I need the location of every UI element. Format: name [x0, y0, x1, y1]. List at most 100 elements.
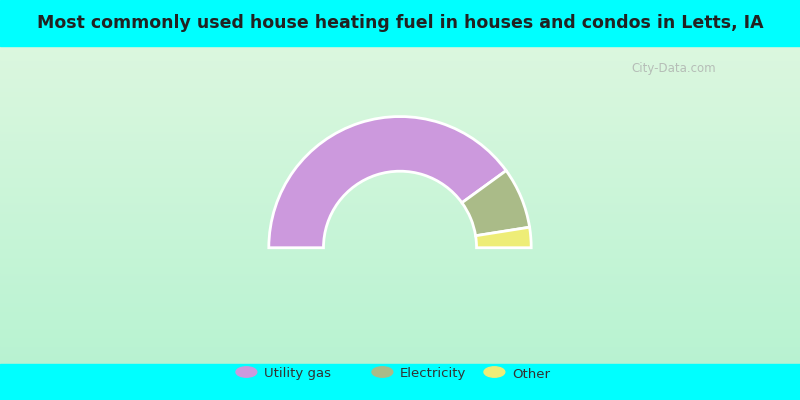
Bar: [0, 16, 800, 18]
Bar: [0, 206, 800, 208]
Bar: [0, 82, 800, 84]
Bar: [0, 164, 800, 166]
Bar: [0, 271, 800, 273]
Bar: [0, 246, 800, 248]
Bar: [0, 355, 800, 357]
Bar: [0, 338, 800, 340]
Bar: [0, 136, 800, 138]
Wedge shape: [269, 116, 506, 248]
Bar: [0, 138, 800, 140]
Bar: [0, 193, 800, 195]
Bar: [0, 124, 800, 126]
Bar: [0, 100, 800, 102]
Bar: [0, 80, 800, 82]
Bar: [0, 288, 800, 289]
Bar: [0, 0, 800, 2]
Bar: [0, 313, 800, 315]
Bar: [0, 350, 800, 351]
Bar: [0, 135, 800, 136]
Bar: [0, 257, 800, 258]
Bar: [0, 324, 800, 326]
Bar: [0, 337, 800, 338]
Bar: [0, 184, 800, 186]
Bar: [0, 200, 800, 202]
Bar: [0, 237, 800, 238]
Bar: [0, 46, 800, 47]
Bar: [0, 351, 800, 353]
Bar: [0, 282, 800, 284]
Bar: [0, 26, 800, 27]
Bar: [0, 277, 800, 278]
Bar: [0, 86, 800, 87]
Bar: [0, 291, 800, 293]
Bar: [0, 53, 800, 55]
Bar: [0, 304, 800, 306]
Bar: [0, 231, 800, 233]
Bar: [0, 196, 800, 198]
Bar: [0, 186, 800, 188]
Bar: [0, 7, 800, 9]
Bar: [0, 264, 800, 266]
Bar: [0, 340, 800, 342]
Bar: [0, 109, 800, 111]
Bar: [0, 91, 800, 93]
Bar: [0, 228, 800, 229]
Text: Electricity: Electricity: [400, 368, 466, 380]
Bar: [0, 188, 800, 189]
Bar: [0, 208, 800, 209]
Bar: [0, 107, 800, 109]
Text: Other: Other: [512, 368, 550, 380]
Bar: [0, 280, 800, 282]
Bar: [0, 262, 800, 264]
Bar: [0, 60, 800, 62]
Bar: [0, 284, 800, 286]
Bar: [0, 64, 800, 66]
Bar: [0, 84, 800, 86]
Wedge shape: [462, 171, 530, 236]
Bar: [0, 87, 800, 89]
Bar: [0, 36, 800, 38]
Bar: [0, 38, 800, 40]
Bar: [0, 44, 800, 46]
Bar: [0, 144, 800, 146]
Bar: [0, 173, 800, 175]
Bar: [0, 306, 800, 308]
Bar: [0, 362, 800, 364]
Bar: [0, 289, 800, 291]
Bar: [0, 76, 800, 78]
Bar: [0, 111, 800, 113]
Bar: [0, 120, 800, 122]
Bar: [0, 218, 800, 220]
Bar: [0, 213, 800, 215]
Bar: [0, 116, 800, 118]
Bar: [0, 240, 800, 242]
Bar: [0, 242, 800, 244]
Bar: [0, 311, 800, 313]
Bar: [0, 133, 800, 135]
Bar: [0, 18, 800, 20]
Bar: [0, 346, 800, 348]
Bar: [0, 308, 800, 310]
Bar: [0, 4, 800, 6]
Bar: [0, 216, 800, 218]
Bar: [0, 269, 800, 271]
Bar: [0, 160, 800, 162]
Bar: [0, 71, 800, 73]
Bar: [0, 233, 800, 235]
Bar: [0, 158, 800, 160]
Bar: [0, 202, 800, 204]
Bar: [0, 226, 800, 228]
Bar: [0, 148, 800, 149]
Bar: [0, 348, 800, 350]
Bar: [0, 211, 800, 213]
Bar: [0, 73, 800, 75]
Bar: [0, 266, 800, 268]
Bar: [0, 195, 800, 196]
Bar: [0, 238, 800, 240]
Bar: [0, 20, 800, 22]
Bar: [0, 155, 800, 156]
Bar: [0, 358, 800, 360]
Bar: [0, 286, 800, 288]
Bar: [0, 331, 800, 333]
Bar: [0, 180, 800, 182]
